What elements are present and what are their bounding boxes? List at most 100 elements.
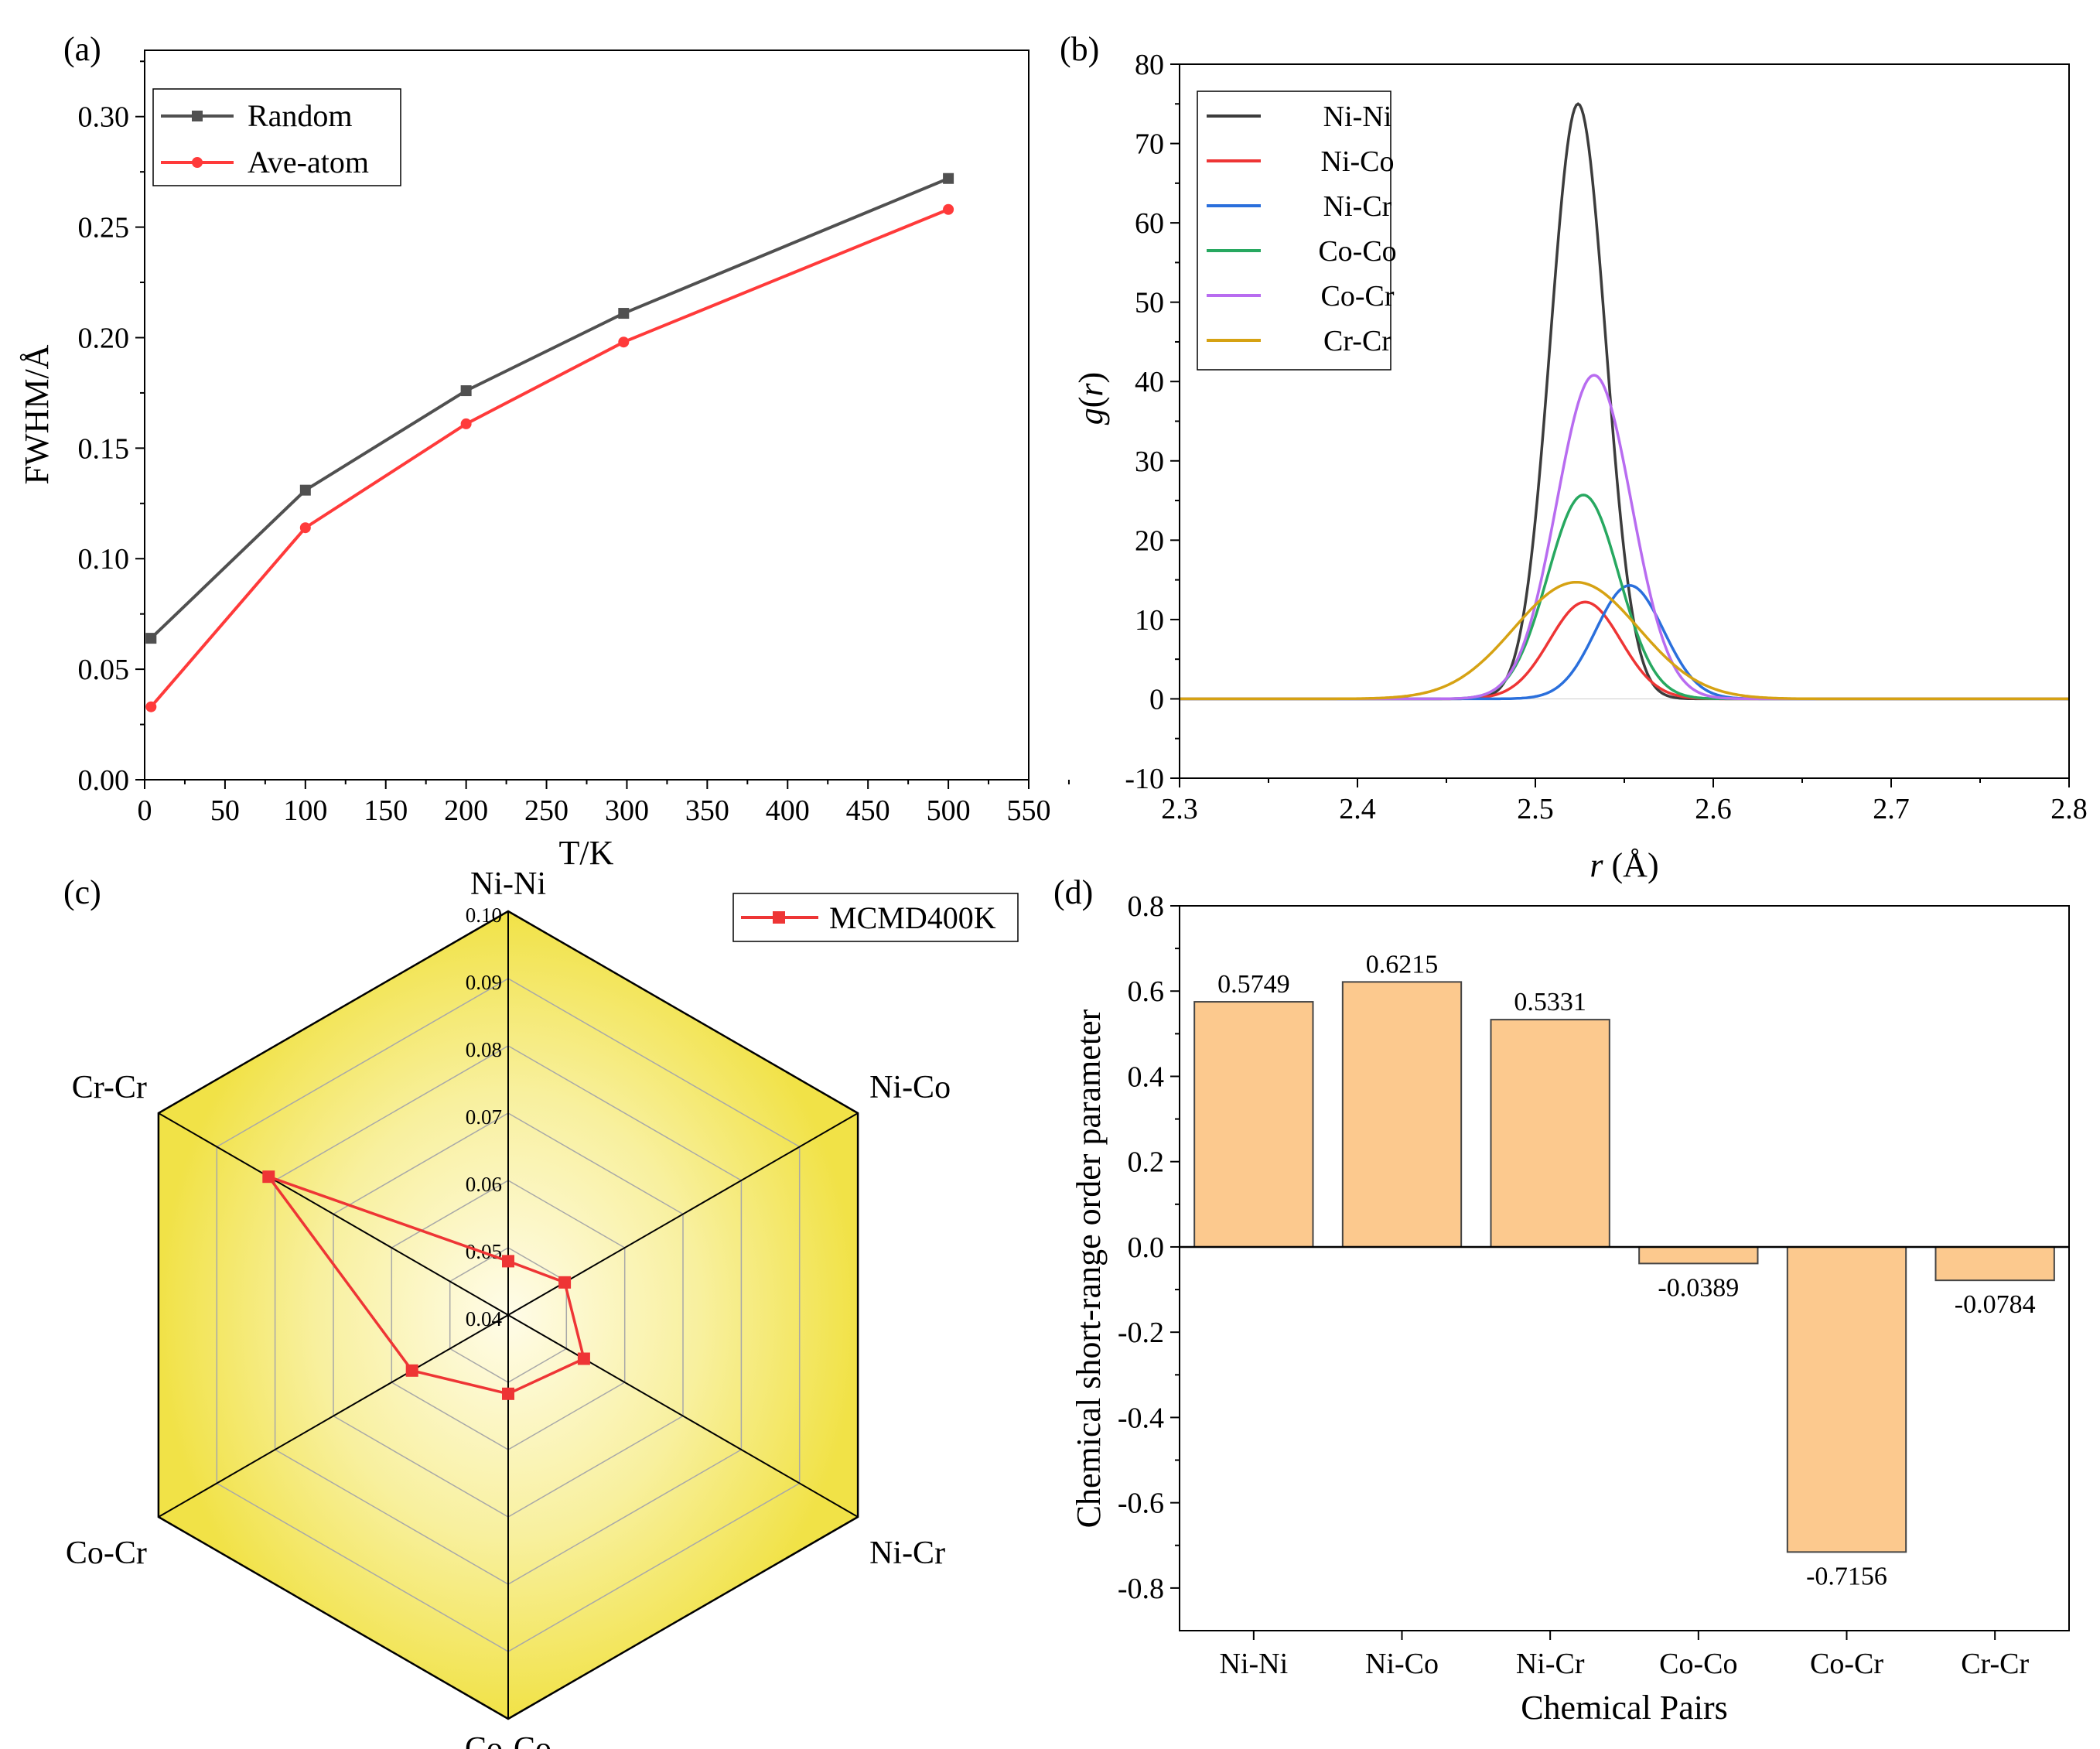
panel-d-bars (1193, 981, 2055, 1553)
panel-b-y-axis-label-close: ) (1072, 372, 1110, 384)
legend-co-co-label: Co-Co (1318, 235, 1396, 268)
legend-random-label: Random (248, 98, 353, 133)
y-tick-label: 30 (1135, 446, 1164, 478)
bar-value-label-cr-cr: -0.0784 (1955, 1290, 2036, 1319)
x-tick-label: 2.4 (1339, 793, 1376, 825)
x-tick-label: 400 (766, 794, 810, 827)
legend-mcmd-label: MCMD400K (829, 900, 996, 935)
legend-ni-cr-label: Ni-Cr (1323, 190, 1392, 223)
y-tick-label: 50 (1135, 287, 1164, 319)
series-co-cr-curve (1180, 374, 2069, 701)
radar-ring-label: 0.06 (466, 1173, 502, 1196)
panel-d-x-axis-label: Chemical Pairs (1521, 1689, 1728, 1727)
series-ni-cr-curve (1180, 584, 2069, 701)
x-tick-label: 150 (364, 794, 408, 827)
series-ave-atom-point (145, 701, 157, 712)
y-tick-label: 40 (1135, 366, 1164, 398)
x-tick-label: 2.3 (1161, 793, 1198, 825)
y-tick-label: 0.4 (1128, 1061, 1165, 1093)
legend-ave-atom-label: Ave-atom (248, 145, 369, 179)
series-ave-atom-line (149, 207, 949, 709)
y-tick-label: 60 (1135, 207, 1164, 240)
series-ave-atom-point (943, 203, 954, 215)
series-cr-cr-curve (1180, 580, 2069, 701)
radar-ring-label: 0.10 (466, 904, 502, 927)
y-tick-label: 70 (1135, 128, 1164, 161)
panel-b-x-ticks: 2.3 2.4 2.5 2.6 2.7 2.8 (1161, 778, 2088, 825)
y-tick-label: -10 (1125, 763, 1164, 795)
series-ave-atom-point (460, 418, 472, 429)
bar-value-label-ni-co: 0.6215 (1366, 950, 1439, 979)
panel-c-label: (c) (63, 873, 101, 911)
radar-axis-label-co-cr: Co-Cr (66, 1535, 147, 1571)
legend-ave-atom-marker (192, 157, 203, 168)
panel-b-legend-items: Ni-Ni Ni-Co Ni-Cr Co-Co Co-Cr Cr-Cr (1207, 101, 1397, 357)
x-tick-label: 2.7 (1873, 793, 1910, 825)
legend-ni-co-label: Ni-Co (1321, 145, 1395, 178)
legend-random-marker (192, 111, 203, 121)
y-tick-label: 0.6 (1128, 975, 1165, 1008)
panel-b-x-axis-label-unit: (Å) (1603, 846, 1659, 884)
panel-d-frame (1179, 905, 2070, 1631)
radar-axis-labels: Ni-Ni Ni-Co Ni-Cr Co-Co Co-Cr Cr-Cr (66, 866, 951, 1749)
x-tick-label-co-cr: Co-Cr (1810, 1648, 1883, 1680)
x-tick-label: 550 (1007, 794, 1051, 827)
panel-d: (d) -0.8 -0.6 -0.4 -0.2 0.0 0.2 0.4 0.6 0.8 Ni-N… (1053, 873, 2070, 1727)
panel-b-y-axis-label-r: r (1072, 383, 1110, 397)
y-tick-label: 0.2 (1128, 1146, 1165, 1179)
y-tick-label: -0.2 (1118, 1317, 1164, 1349)
bar-co-co (1638, 1245, 1759, 1265)
panel-a-series (145, 173, 954, 712)
panel-d-y-axis-label: Chemical short-range order parameter (1070, 1009, 1108, 1528)
x-tick-label: 450 (846, 794, 890, 827)
panel-b-y-axis-label-g: g (1072, 408, 1110, 425)
x-tick-label: 2.8 (2050, 793, 2088, 825)
panel-b-y-axis-label: g(r) (1072, 372, 1110, 425)
panel-c: (c) 0.040.050.060.070.080.090.10 Ni-NiNi… (63, 866, 1019, 1749)
panel-a-x-axis-label: T/K (559, 834, 614, 872)
y-tick-label: 0.0 (1128, 1231, 1165, 1264)
radar-ring-label: 0.08 (466, 1038, 502, 1061)
series-mcmd400k-point-ni-cr (577, 1352, 590, 1365)
series-co-co-curve (1180, 494, 2069, 701)
panel-a-legend: Random Ave-atom (152, 88, 401, 186)
series-ave-atom-point (618, 336, 630, 348)
series-ni-co-curve (1180, 600, 2069, 701)
bar-ni-co (1341, 981, 1463, 1248)
bar-cr-cr (1934, 1245, 2055, 1282)
x-tick-label: 350 (685, 794, 729, 827)
panel-d-label: (d) (1053, 873, 1093, 911)
x-tick-label-co-co: Co-Co (1659, 1648, 1737, 1680)
x-tick-label-ni-cr: Ni-Cr (1516, 1648, 1585, 1680)
x-tick-label: 250 (524, 794, 569, 827)
panel-b-label: (b) (1060, 30, 1099, 68)
y-tick-label: -0.6 (1118, 1488, 1164, 1520)
panel-d-value-labels: 0.5749 0.6215 0.5331 -0.0389 -0.7156 -0.0784 (1217, 950, 2035, 1590)
y-tick-label: 0.15 (78, 432, 130, 465)
legend-mcmd-marker (773, 911, 785, 924)
x-tick-label: 50 (210, 794, 240, 827)
panel-a: (a) 0 50 100 150 200 250 300 350 400 450 500 550 0.… (18, 30, 1070, 872)
x-tick-label: 500 (927, 794, 971, 827)
series-random-point (299, 484, 311, 496)
radar-spoke-co-cr (158, 1314, 509, 1518)
bar-co-cr (1786, 1245, 1907, 1553)
bar-value-label-ni-ni: 0.5749 (1217, 970, 1290, 999)
panel-a-y-ticks: 0.00 0.05 0.10 0.15 0.20 0.25 0.30 (78, 60, 145, 797)
bar-value-label-ni-cr: 0.5331 (1514, 988, 1586, 1016)
panel-b-legend: Ni-Ni Ni-Co Ni-Cr Co-Co Co-Cr Cr-Cr (1197, 91, 1397, 371)
series-random-point (618, 308, 630, 319)
panel-a-y-axis-label: FWHM/Å (18, 344, 56, 484)
y-tick-label: 80 (1135, 49, 1164, 81)
bar-ni-ni (1193, 1001, 1314, 1248)
x-tick-label: 200 (444, 794, 488, 827)
panel-a-x-ticks: 0 50 100 150 200 250 300 350 400 450 500 550 (138, 780, 1070, 827)
panel-b-y-axis-label-open: ( (1072, 397, 1110, 408)
x-tick-label: 2.5 (1517, 793, 1554, 825)
y-tick-label: 20 (1135, 524, 1164, 557)
panel-b-x-axis-label: r (Å) (1590, 846, 1658, 884)
panel-b: (b) 2.3 2.4 2.5 2.6 2.7 2.8 -10 0 10 20 30 40 50 60 7… (1060, 30, 2088, 884)
bar-value-label-co-cr: -0.7156 (1806, 1562, 1887, 1590)
radar-ring-label: 0.04 (466, 1307, 503, 1331)
